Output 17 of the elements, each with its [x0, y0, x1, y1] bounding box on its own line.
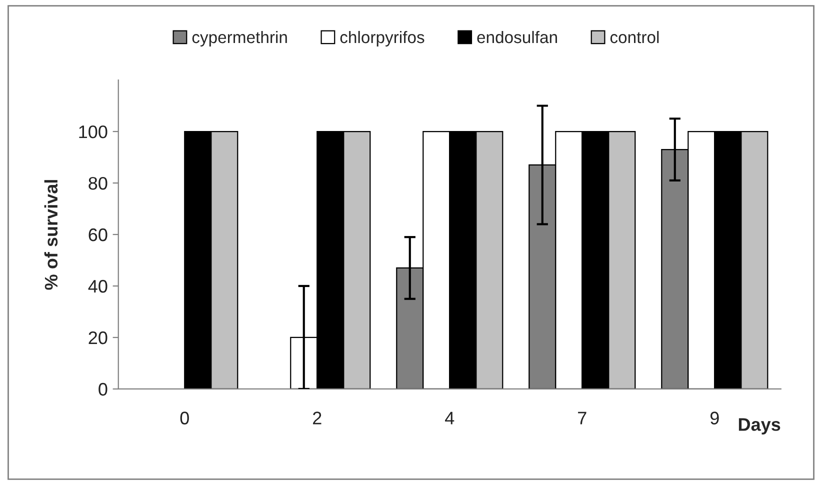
x-tick-label: 7: [578, 412, 586, 424]
legend-label: endosulfan: [477, 30, 557, 44]
y-tick-label: 80: [88, 176, 108, 190]
legend-label: cypermethrin: [192, 30, 287, 46]
x-tick-label: 4: [445, 412, 454, 424]
y-tick-label: 0: [98, 382, 108, 396]
x-tick-label: 0: [180, 412, 189, 424]
y-tick-label: 40: [88, 280, 108, 293]
y-tick-label: 100: [79, 125, 108, 138]
y-tick-label: 60: [88, 228, 108, 242]
legend-label: chlorpyrifos: [340, 30, 424, 46]
legend-label: control: [610, 30, 659, 44]
x-tick-label: 9: [710, 412, 719, 424]
y-axis-title: % of survival: [44, 180, 58, 290]
x-axis-title: Days: [738, 418, 780, 434]
x-tick-label: 2: [313, 412, 322, 424]
y-tick-label: 20: [88, 331, 108, 344]
